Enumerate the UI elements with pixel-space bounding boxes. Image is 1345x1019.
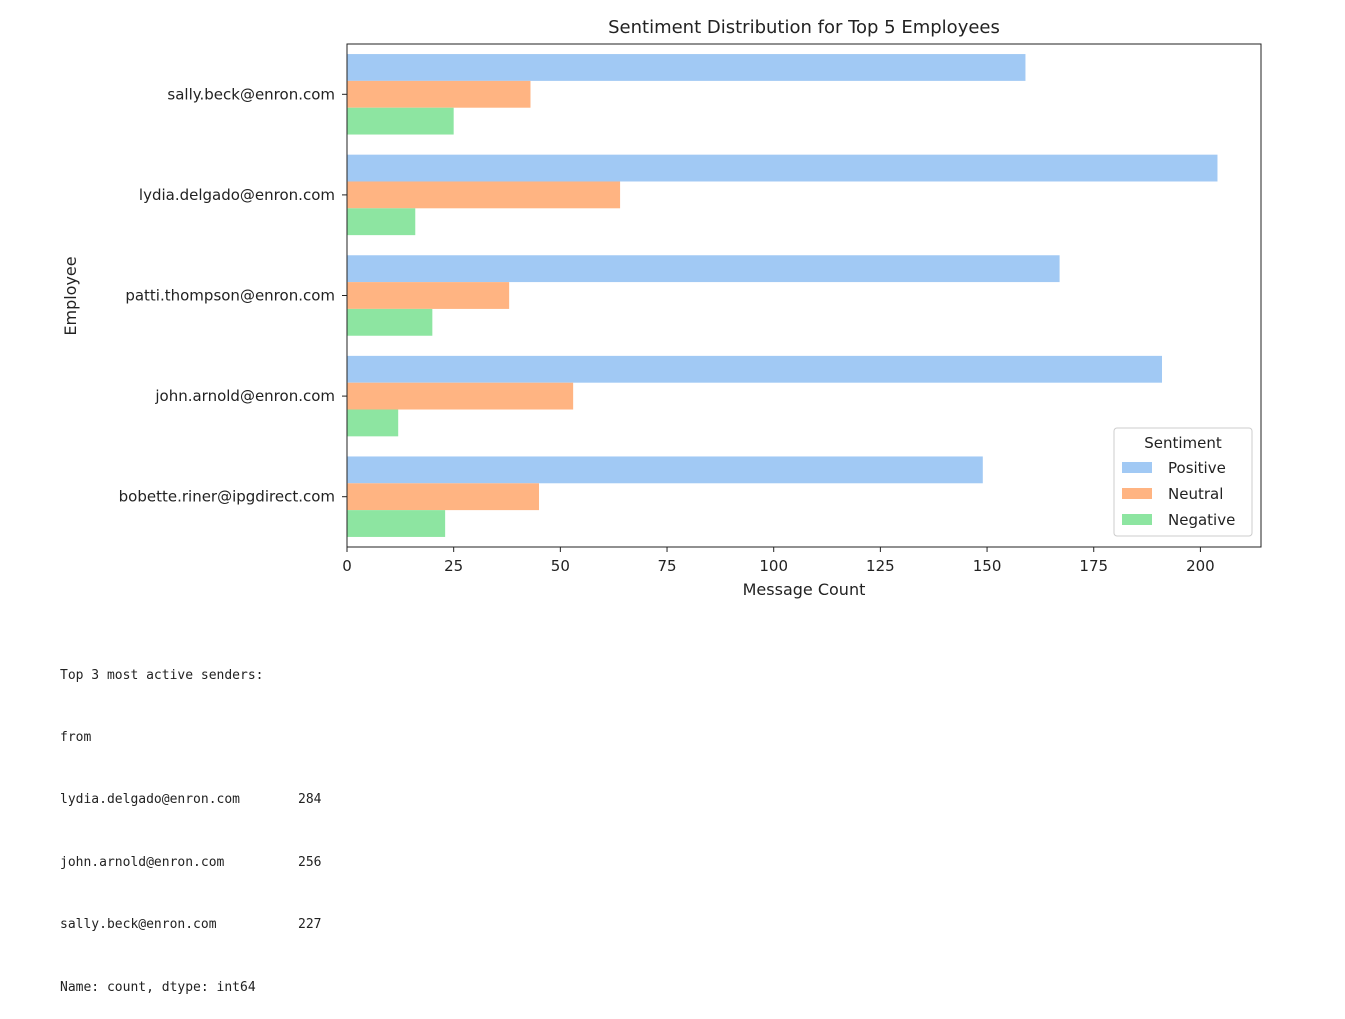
output-row: lydia.delgado@enron.com 284	[60, 790, 321, 811]
bar-negative-bobette-riner	[347, 510, 446, 537]
y-tick-label: john.arnold@enron.com	[154, 387, 335, 405]
x-axis-label: Message Count	[743, 580, 866, 599]
y-tick-label: patti.thompson@enron.com	[125, 287, 335, 305]
bar-positive-sally-beck	[347, 54, 1026, 81]
sender-name: lydia.delgado@enron.com	[60, 792, 241, 808]
legend-title: Sentiment	[1144, 434, 1222, 452]
sender-name: sally.beck@enron.com	[60, 917, 217, 933]
bar-negative-patti-thompson	[347, 308, 433, 336]
sender-count: 284	[298, 792, 322, 808]
output-row: sally.beck@enron.com 227	[60, 915, 321, 936]
y-axis: sally.beck@enron.com lydia.delgado@enron.…	[119, 85, 347, 506]
bar-positive-john-arnold	[347, 355, 1163, 383]
output-header: Top 3 most active senders:	[60, 667, 264, 683]
y-tick-label: sally.beck@enron.com	[167, 85, 335, 103]
bar-positive-bobette-riner	[347, 456, 983, 484]
legend-label-negative: Negative	[1168, 511, 1235, 529]
output-index-name: from	[60, 729, 92, 745]
output-footer: Name: count, dtype: int64	[60, 979, 256, 995]
bar-neutral-sally-beck	[347, 80, 531, 108]
legend-swatch-neutral	[1122, 488, 1152, 499]
legend: Sentiment Positive Neutral Negative	[1113, 427, 1253, 537]
y-tick-label: bobette.riner@ipgdirect.com	[119, 488, 335, 506]
bar-positive-patti-thompson	[347, 255, 1060, 283]
legend-label-positive: Positive	[1168, 459, 1226, 477]
legend-swatch-positive	[1122, 462, 1152, 473]
bar-neutral-john-arnold	[347, 382, 574, 410]
bar-positive-lydia-delgado	[347, 154, 1218, 182]
x-tick-label: 0	[342, 557, 352, 575]
sender-name: john.arnold@enron.com	[60, 854, 225, 870]
x-axis: 0 25 50 75 100 125 150 175 200	[342, 547, 1215, 575]
x-tick-label: 175	[1079, 557, 1108, 575]
bar-neutral-lydia-delgado	[347, 181, 621, 209]
y-tick-label: lydia.delgado@enron.com	[139, 186, 335, 204]
bar-negative-sally-beck	[347, 107, 454, 135]
bar-neutral-patti-thompson	[347, 282, 510, 309]
legend-label-neutral: Neutral	[1168, 485, 1223, 503]
legend-frame	[1113, 427, 1253, 537]
x-tick-label: 125	[866, 557, 895, 575]
chart-title: Sentiment Distribution for Top 5 Employe…	[608, 17, 1000, 38]
legend-swatch-negative	[1122, 514, 1152, 525]
x-tick-label: 25	[444, 557, 463, 575]
sender-count: 256	[298, 854, 322, 870]
x-tick-label: 150	[973, 557, 1002, 575]
output-row: john.arnold@enron.com 256	[60, 853, 321, 874]
x-tick-label: 200	[1186, 557, 1215, 575]
y-axis-label: Employee	[61, 256, 80, 335]
console-output: Top 3 most active senders: from lydia.de…	[60, 624, 321, 1019]
x-tick-label: 75	[657, 557, 676, 575]
sentiment-chart: Sentiment Distribution for Top 5 Employe…	[61, 17, 1262, 599]
x-tick-label: 50	[551, 557, 570, 575]
bar-neutral-bobette-riner	[347, 483, 540, 511]
bar-negative-john-arnold	[347, 409, 399, 437]
bar-negative-lydia-delgado	[347, 208, 416, 236]
sender-count: 227	[298, 917, 322, 933]
x-tick-label: 100	[759, 557, 788, 575]
bars-group	[347, 54, 1218, 537]
